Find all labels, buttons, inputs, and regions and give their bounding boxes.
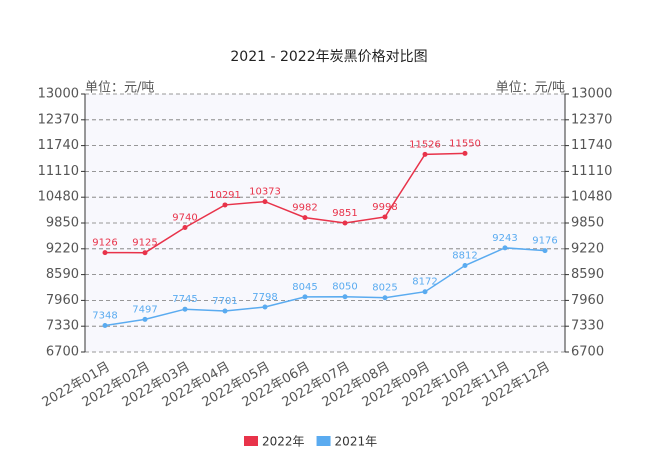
- value-label: 9998: [372, 202, 397, 213]
- data-point: [302, 294, 308, 300]
- value-label: 8172: [412, 277, 437, 288]
- y2-tick-label: 7330: [571, 319, 604, 334]
- y2-tick-label: 12370: [571, 112, 612, 127]
- y2-tick-label: 6700: [571, 345, 604, 360]
- data-point: [542, 248, 548, 254]
- y2-tick-label: 11740: [571, 138, 612, 153]
- value-label: 11526: [409, 139, 441, 150]
- value-label: 7798: [252, 292, 277, 303]
- y-tick-label: 7330: [46, 319, 79, 334]
- y-tick-label: 11740: [38, 138, 79, 153]
- legend-label: 2022年: [262, 435, 305, 449]
- y-unit-label: 单位：元/吨: [85, 81, 154, 96]
- data-point: [142, 316, 148, 322]
- value-label: 8045: [292, 282, 317, 293]
- data-point: [102, 322, 108, 328]
- data-point: [262, 199, 268, 205]
- chart-title: 2021 - 2022年炭黑价格对比图: [230, 49, 427, 65]
- value-label: 10291: [209, 190, 241, 201]
- y-tick-label: 8590: [46, 267, 79, 282]
- data-point: [262, 304, 268, 310]
- y-tick-label: 13000: [38, 87, 79, 102]
- data-point: [342, 220, 348, 226]
- y-tick-label: 6700: [46, 345, 79, 360]
- legend-label: 2021年: [335, 435, 378, 449]
- value-label: 7348: [92, 310, 117, 321]
- data-point: [422, 151, 428, 157]
- data-point: [182, 225, 188, 231]
- data-point: [422, 289, 428, 295]
- y2-tick-label: 10480: [571, 190, 612, 205]
- y-tick-label: 10480: [38, 190, 79, 205]
- data-point: [342, 294, 348, 300]
- data-point: [382, 295, 388, 301]
- value-label: 9125: [132, 238, 157, 249]
- data-point: [462, 263, 468, 269]
- value-label: 9851: [332, 208, 357, 219]
- data-point: [222, 308, 228, 314]
- legend-swatch: [244, 436, 258, 446]
- data-point: [302, 215, 308, 221]
- value-label: 9243: [492, 233, 517, 244]
- value-label: 8025: [372, 283, 397, 294]
- y-tick-label: 11110: [38, 164, 79, 179]
- data-point: [182, 306, 188, 312]
- value-label: 8050: [332, 282, 357, 293]
- value-label: 7701: [212, 296, 237, 307]
- series-line: [104, 152, 466, 254]
- data-point: [502, 245, 508, 251]
- value-label: 10373: [249, 187, 281, 198]
- data-point: [142, 250, 148, 256]
- data-point: [462, 150, 468, 156]
- y-tick-label: 7960: [46, 293, 79, 308]
- y2-tick-label: 7960: [571, 293, 604, 308]
- value-label: 11550: [449, 138, 481, 149]
- value-label: 9982: [292, 203, 317, 214]
- y-tick-label: 9850: [46, 216, 79, 231]
- value-label: 7497: [132, 304, 157, 315]
- value-label: 9176: [532, 236, 557, 247]
- y2-tick-label: 13000: [571, 87, 612, 102]
- data-point: [382, 214, 388, 220]
- y2-tick-label: 9220: [571, 241, 604, 256]
- y-tick-label: 9220: [46, 241, 79, 256]
- value-label: 8812: [452, 251, 477, 262]
- data-point: [102, 250, 108, 256]
- value-label: 7745: [172, 294, 197, 305]
- value-label: 9740: [172, 213, 197, 224]
- data-point: [222, 202, 228, 208]
- legend-swatch: [316, 436, 331, 446]
- y2-tick-label: 9850: [571, 216, 604, 231]
- y2-tick-label: 11110: [571, 164, 612, 179]
- y-tick-label: 12370: [38, 112, 79, 127]
- y2-unit-label: 单位：元/吨: [496, 81, 565, 96]
- value-label: 9126: [92, 238, 117, 249]
- y2-tick-label: 8590: [571, 267, 604, 282]
- series-line: [104, 247, 546, 327]
